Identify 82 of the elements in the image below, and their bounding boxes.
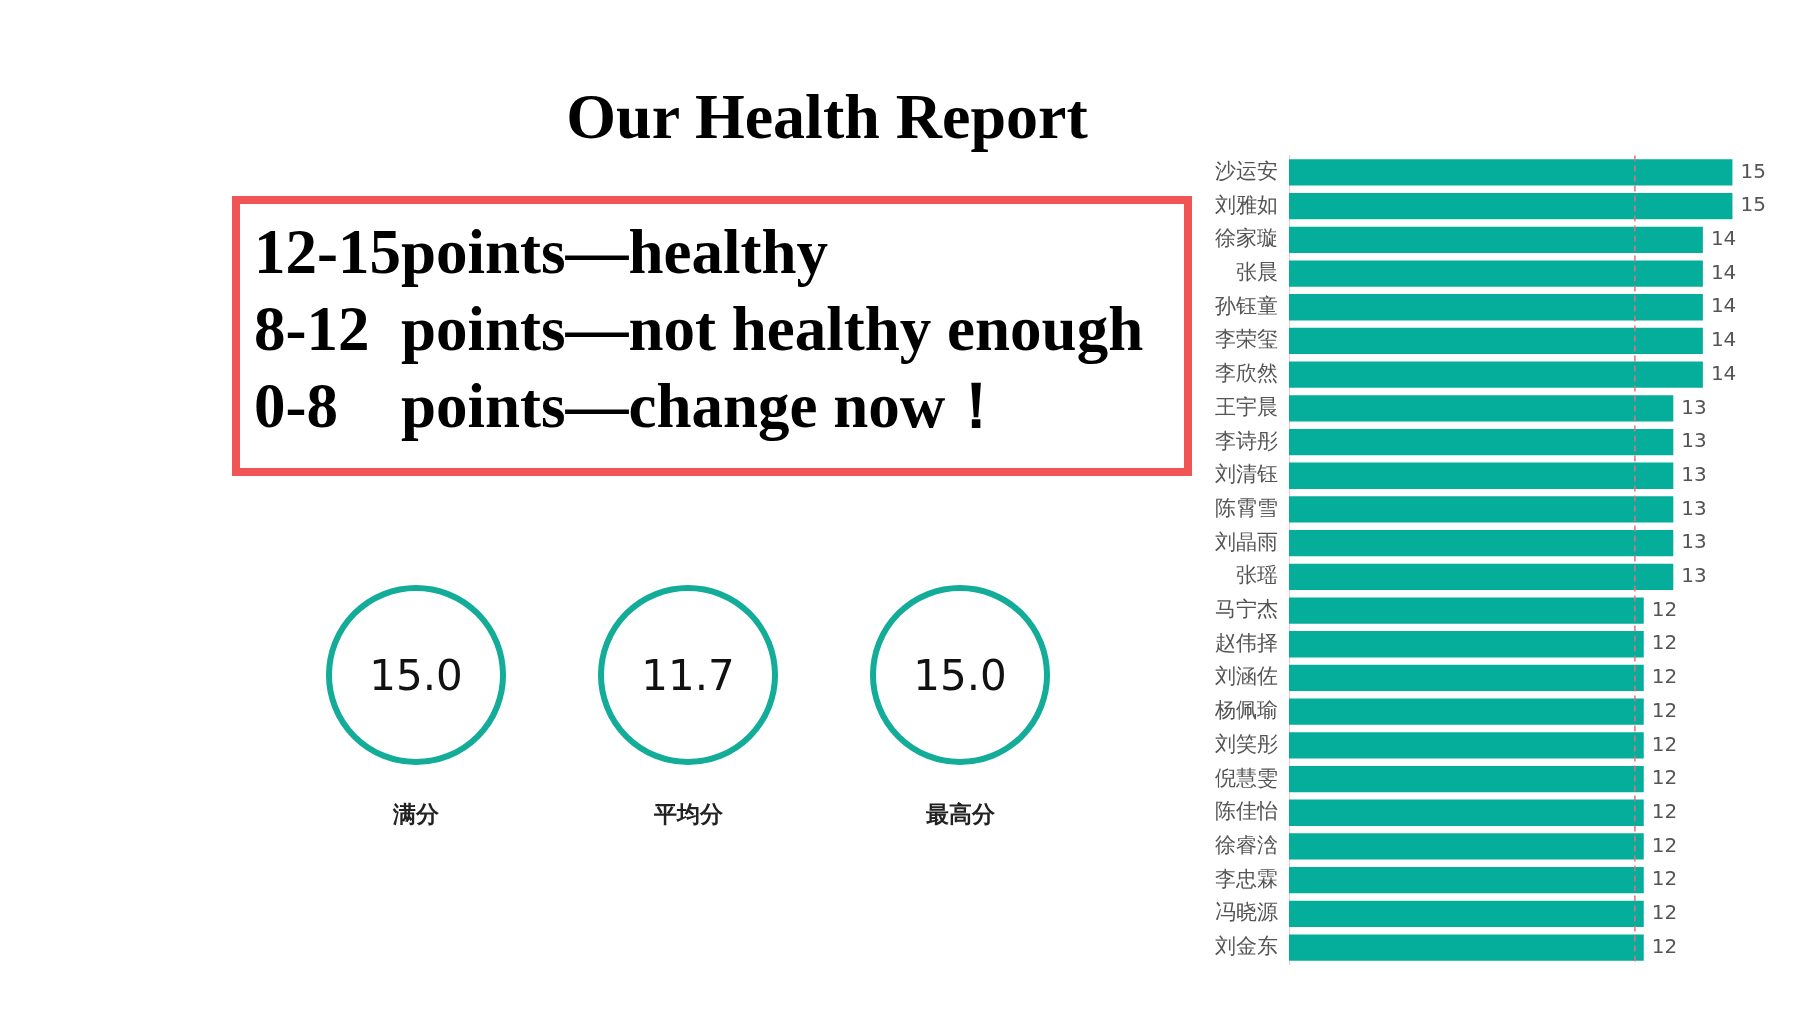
y-tick-label: 张晨 (1236, 260, 1278, 284)
data-label: 13 (1681, 495, 1707, 520)
bar (1289, 159, 1733, 186)
bar (1289, 395, 1674, 422)
category-label: 满分 (392, 800, 440, 829)
bar (1289, 260, 1703, 287)
bar (1289, 327, 1703, 355)
bar (1289, 698, 1644, 725)
category-label: 平均分 (652, 800, 724, 829)
text: 11.7 (641, 650, 735, 700)
data-label: 12 (1651, 933, 1678, 958)
bar (1289, 361, 1703, 388)
y-tick-label: 杨佩瑜 (1214, 698, 1278, 723)
y-tick-label: 刘金东 (1215, 934, 1278, 958)
y-tick-label: 倪慧雯 (1215, 765, 1278, 790)
bar (1289, 732, 1644, 759)
data-label: 15 (1740, 192, 1766, 217)
y-tick-label: 沙运安 (1215, 158, 1278, 183)
data-label: 14 (1710, 226, 1737, 251)
y-tick-label: 冯晓源 (1215, 900, 1278, 925)
data-label: 13 (1681, 563, 1707, 588)
data-label: 12 (1651, 832, 1678, 857)
text: 12-15points—healthy (254, 216, 830, 289)
bar (1289, 799, 1644, 826)
y-tick-label: 刘涵佐 (1215, 664, 1278, 689)
data-label: 12 (1651, 596, 1678, 621)
y-tick-label: 徐家璇 (1215, 226, 1278, 251)
y-tick-label: 陈佳怡 (1215, 799, 1278, 824)
category-label: 最高分 (924, 800, 996, 829)
data-label: 12 (1651, 866, 1678, 891)
data-label: 12 (1651, 900, 1678, 925)
y-tick-label: 李诗彤 (1215, 428, 1278, 453)
y-tick-label: 张瑶 (1236, 563, 1278, 588)
text: Our Health Report (565, 80, 1089, 154)
data-label: 14 (1710, 327, 1737, 352)
bar (1289, 193, 1733, 220)
bar (1289, 833, 1644, 860)
bar (1289, 226, 1703, 253)
y-tick-label: 马宁杰 (1215, 597, 1278, 621)
y-tick-label: 陈霄雪 (1215, 495, 1278, 520)
bar (1289, 867, 1644, 894)
data-label: 15 (1740, 158, 1766, 183)
y-tick-label: 刘笑彤 (1215, 731, 1278, 756)
bar (1289, 428, 1674, 456)
data-label: 12 (1651, 664, 1678, 689)
text: 15.0 (369, 650, 463, 700)
data-label: 13 (1681, 461, 1707, 486)
y-tick-label: 李荣玺 (1215, 327, 1278, 352)
data-label: 12 (1651, 731, 1678, 756)
bar (1289, 664, 1644, 692)
bar (1289, 462, 1674, 489)
bar (1289, 597, 1644, 624)
data-label: 12 (1651, 765, 1678, 790)
data-label: 14 (1710, 360, 1737, 385)
bar (1289, 765, 1644, 793)
bar (1289, 900, 1644, 927)
bar (1289, 496, 1674, 523)
data-label: 12 (1651, 630, 1678, 655)
data-label: 13 (1681, 529, 1707, 554)
bar (1289, 530, 1674, 557)
y-tick-label: 刘清钰 (1215, 462, 1278, 487)
data-label: 14 (1710, 293, 1737, 318)
y-tick-label: 李欣然 (1215, 361, 1278, 386)
y-tick-label: 赵伟择 (1215, 630, 1278, 655)
data-label: 12 (1651, 697, 1678, 722)
data-label: 13 (1681, 394, 1707, 419)
y-tick-label: 李忠霖 (1215, 866, 1278, 891)
data-label: 13 (1681, 428, 1707, 453)
y-tick-label: 孙钰童 (1215, 293, 1278, 318)
y-tick-label: 刘晶雨 (1215, 529, 1278, 554)
bar (1289, 563, 1674, 590)
y-tick-label: 王宇晨 (1215, 394, 1278, 419)
text: 15.0 (913, 650, 1007, 700)
y-tick-label: 徐睿浛 (1215, 832, 1278, 857)
text: 0-8 points—change now！ (254, 370, 1010, 443)
data-label: 12 (1651, 798, 1678, 823)
bar (1289, 631, 1644, 658)
bar (1289, 294, 1703, 321)
data-label: 14 (1710, 259, 1737, 284)
text: 8-12 points—not healthy enough (254, 293, 1145, 366)
y-tick-label: 刘雅如 (1215, 192, 1278, 217)
bar (1289, 934, 1644, 961)
